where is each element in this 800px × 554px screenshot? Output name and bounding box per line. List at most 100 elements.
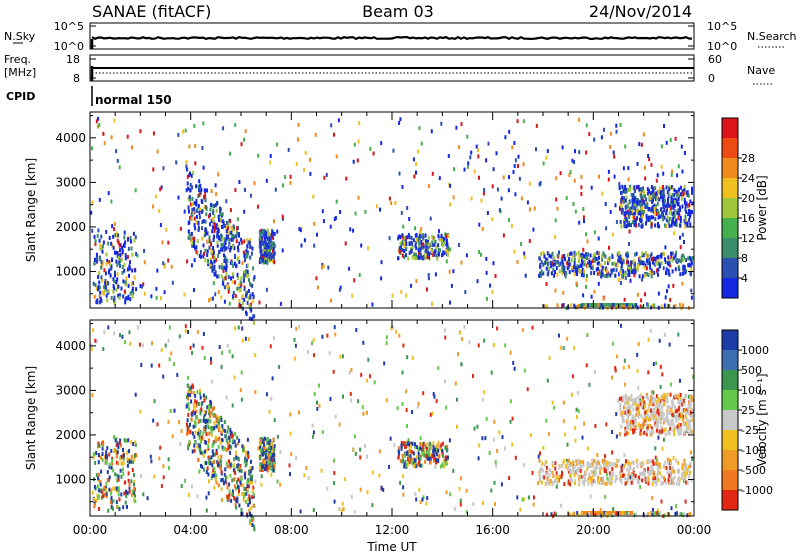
echo-point — [98, 197, 101, 202]
echo-point — [636, 369, 639, 374]
echo-point — [578, 117, 581, 122]
echo-point — [526, 387, 529, 392]
echo-point — [651, 495, 654, 500]
echo-point — [628, 410, 631, 415]
echo-point — [624, 401, 627, 406]
echo-point — [540, 252, 543, 257]
echo-point — [298, 410, 300, 415]
echo-point — [574, 438, 577, 443]
echo-point — [654, 195, 657, 200]
echo-point — [411, 255, 414, 260]
echo-point — [666, 457, 669, 462]
echo-point — [642, 395, 645, 400]
echo-point — [563, 265, 566, 270]
echo-point — [540, 466, 543, 471]
echo-point — [237, 467, 239, 472]
echo-point — [681, 169, 684, 174]
echo-point — [666, 289, 668, 294]
echo-point — [675, 223, 678, 228]
echo-point — [614, 273, 617, 278]
echo-point — [653, 207, 656, 211]
echo-point — [176, 372, 179, 377]
echo-point — [105, 481, 108, 486]
echo-point — [123, 244, 126, 248]
echo-point — [603, 468, 606, 473]
echo-point — [675, 418, 678, 423]
echo-point — [656, 466, 659, 471]
echo-point — [153, 474, 156, 479]
echo-point — [231, 403, 234, 408]
echo-point — [364, 209, 367, 214]
echo-point — [691, 201, 694, 206]
echo-point — [339, 354, 342, 359]
echo-point — [496, 326, 499, 331]
echo-point — [108, 260, 111, 264]
echo-point — [117, 486, 120, 491]
echo-point — [652, 475, 655, 480]
echo-point — [259, 466, 261, 471]
echo-point — [100, 495, 103, 500]
echo-point — [639, 402, 642, 407]
echo-point — [220, 233, 223, 238]
echo-point — [671, 419, 674, 424]
echo-point — [604, 469, 607, 474]
echo-point — [441, 462, 444, 467]
echo-point — [337, 118, 340, 123]
echo-point — [422, 495, 425, 500]
colorbar-tick-label: 24 — [741, 172, 755, 185]
echo-point — [647, 207, 650, 211]
echo-point — [307, 349, 309, 354]
echo-point — [663, 463, 666, 468]
echo-point — [500, 482, 503, 487]
echo-point — [670, 474, 673, 479]
echo-point — [412, 238, 415, 243]
echo-point — [212, 246, 215, 250]
echo-point — [654, 511, 657, 516]
echo-point — [111, 243, 114, 248]
echo-point — [115, 149, 118, 154]
echo-point — [364, 444, 366, 448]
echo-point — [406, 235, 409, 240]
echo-point — [358, 273, 361, 278]
echo-point — [189, 345, 192, 350]
echo-point — [269, 452, 272, 457]
echo-point — [202, 254, 205, 259]
echo-point — [426, 254, 429, 259]
echo-point — [134, 499, 137, 504]
echo-point — [458, 243, 460, 247]
echo-point — [316, 400, 318, 405]
echo-point — [216, 223, 218, 228]
echo-point — [112, 284, 115, 289]
echo-point — [564, 274, 567, 279]
echo-point — [649, 424, 652, 429]
echo-point — [139, 409, 142, 414]
echo-point — [232, 468, 235, 473]
echo-point — [249, 519, 252, 523]
colorbar-swatch — [722, 218, 738, 239]
echo-point — [539, 264, 542, 269]
echo-point — [158, 456, 161, 461]
echo-point — [424, 454, 427, 459]
echo-point — [110, 199, 113, 204]
echo-point — [119, 333, 121, 338]
echo-point — [491, 184, 494, 189]
echo-point — [379, 207, 381, 212]
echo-point — [673, 469, 675, 474]
echo-point — [252, 294, 255, 299]
echo-point — [539, 477, 542, 482]
echo-point — [549, 260, 552, 265]
echo-point — [670, 255, 673, 260]
echo-point — [225, 267, 228, 272]
echo-point — [155, 286, 158, 291]
echo-point — [566, 261, 569, 266]
echo-point — [405, 444, 408, 449]
echo-point — [420, 463, 423, 468]
echo-point — [576, 264, 579, 269]
echo-point — [90, 210, 93, 215]
echo-point — [686, 190, 689, 195]
echo-point — [595, 257, 598, 261]
echo-point — [628, 273, 631, 277]
echo-point — [311, 341, 313, 346]
echo-point — [676, 468, 679, 473]
